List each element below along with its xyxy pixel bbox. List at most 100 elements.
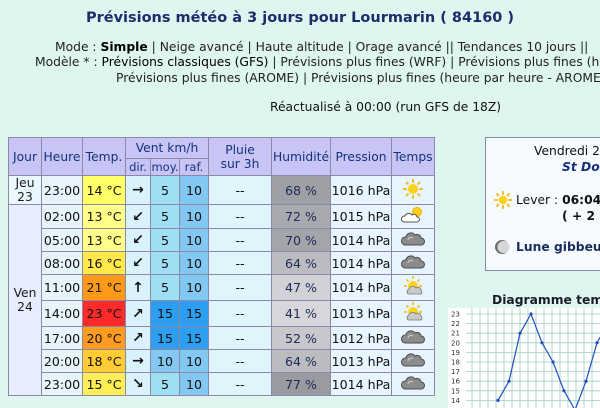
pressure-cell: 1014 hPa	[330, 372, 392, 396]
header-heure: Heure	[41, 137, 83, 176]
weather-icon	[391, 372, 435, 396]
temp-cell: 15 °C	[82, 372, 126, 396]
moon-icon	[494, 239, 510, 258]
header-pluie: Pluie sur 3h	[208, 137, 272, 176]
rain-cell: --	[208, 349, 272, 373]
table-row: 23:00 15 °C ↘ 5 10 -- 77 % 1014 hPa	[9, 372, 435, 396]
temp-cell: 16 °C	[82, 251, 126, 275]
table-row: 11:00 21 °C ↑ 5 10 -- 47 % 1014 hPa	[9, 274, 435, 301]
wind-gust-cell: 10	[179, 274, 209, 301]
sunrise-time: 06:04	[562, 193, 600, 207]
mode-orage-link[interactable]: Orage avancé	[355, 40, 442, 54]
mode-tendances-link[interactable]: Tendances 10 jours	[457, 40, 577, 54]
hour-cell: 11:00	[41, 274, 83, 301]
wind-gust-cell: 10	[179, 349, 209, 373]
header-pression: Pression	[330, 137, 392, 176]
mode-neige-link[interactable]: Neige avancé	[159, 40, 244, 54]
weather-icon	[391, 228, 435, 252]
sunrise-row: Lever : 06:04	[516, 193, 600, 207]
wind-avg-cell: 5	[150, 228, 180, 252]
page-title: Prévisions météo à 3 jours pour Lourmari…	[85, 10, 515, 26]
hour-cell: 23:00	[41, 175, 83, 205]
humidity-cell: 70 %	[271, 228, 331, 252]
humidity-cell: 47 %	[271, 274, 331, 301]
wind-direction-icon: ↙	[125, 251, 151, 275]
refresh-status: Réactualisé à 00:00 (run GFS de 18Z)	[270, 100, 502, 114]
modele-gfs-link[interactable]: Prévisions classiques (GFS)	[101, 55, 269, 69]
rain-cell: --	[208, 326, 272, 350]
sun-panel-saint: St Do	[562, 160, 600, 174]
table-row: 20:00 18 °C → 10 10 -- 64 % 1013 hPa	[9, 349, 435, 373]
wind-gust-cell: 15	[179, 300, 209, 327]
header-humidite: Humidité	[271, 137, 331, 176]
wind-direction-icon: ↘	[125, 372, 151, 396]
wind-direction-icon: →	[125, 349, 151, 373]
temp-cell: 20 °C	[82, 326, 126, 350]
humidity-cell: 77 %	[271, 372, 331, 396]
mode-simple-link[interactable]: Simple	[100, 40, 148, 54]
sun-panel-date: Vendredi 24	[534, 144, 600, 158]
weather-icon	[391, 175, 435, 205]
header-temp: Temp.	[82, 137, 126, 176]
temperature-point	[496, 398, 500, 402]
modele-arome-link[interactable]: Prévisions plus fines (AROME)	[116, 71, 300, 85]
wind-avg-cell: 5	[150, 372, 180, 396]
mode-nav: Mode : Simple | Neige avancé | Haute alt…	[55, 40, 589, 54]
pressure-cell: 1014 hPa	[330, 274, 392, 301]
diagram-y-tick: 15	[451, 387, 460, 395]
rain-cell: --	[208, 251, 272, 275]
wind-avg-cell: 10	[150, 349, 180, 373]
modele-arome-hourly-link[interactable]: Prévisions plus fines (heure par heure -…	[311, 71, 600, 85]
sun-panel: Vendredi 24 St Do Lever : 06:04 ( + 2 Lu…	[485, 137, 600, 271]
temperature-point	[529, 312, 533, 316]
pressure-cell: 1016 hPa	[330, 175, 392, 205]
diagram-y-tick: 20	[451, 339, 460, 347]
temperature-point	[507, 379, 511, 383]
wind-direction-icon: ↑	[125, 274, 151, 301]
modele-wrf-link[interactable]: Prévisions plus fines (WRF)	[280, 55, 447, 69]
wind-direction-icon: →	[125, 175, 151, 205]
temp-cell: 14 °C	[82, 175, 126, 205]
weather-icon	[391, 251, 435, 275]
wind-gust-cell: 10	[179, 251, 209, 275]
modele-nav-2: Prévisions plus fines (AROME) | Prévisio…	[116, 71, 600, 85]
wind-direction-icon: ↙	[125, 228, 151, 252]
table-row: Ven 24 02:00 13 °C ↙ 5 10 -- 72 % 1015 hPa	[8, 204, 435, 396]
temperature-point	[540, 341, 544, 345]
humidity-cell: 68 %	[271, 175, 331, 205]
header-dir: dir.	[125, 158, 151, 176]
weather-icon	[391, 274, 435, 301]
header-temps: Temps	[391, 137, 435, 176]
rain-cell: --	[208, 372, 272, 396]
diagram-y-tick: 23	[451, 311, 460, 319]
wind-avg-cell: 5	[150, 251, 180, 275]
wind-direction-icon: ↗	[125, 300, 151, 327]
humidity-cell: 72 %	[271, 204, 331, 229]
rain-cell: --	[208, 204, 272, 229]
temp-cell: 13 °C	[82, 204, 126, 229]
mode-altitude-link[interactable]: Haute altitude	[255, 40, 344, 54]
modele-label: Modèle * :	[35, 55, 102, 69]
sun-delta: ( + 2	[562, 209, 596, 223]
modele-nav: Modèle * : Prévisions classiques (GFS) |…	[35, 55, 600, 69]
temp-cell: 23 °C	[82, 300, 126, 327]
wind-avg-cell: 15	[150, 326, 180, 350]
humidity-cell: 52 %	[271, 326, 331, 350]
modele-wrf-hourly-link[interactable]: Prévisions plus fines (heure	[458, 55, 600, 69]
wind-avg-cell: 5	[150, 204, 180, 229]
wind-gust-cell: 10	[179, 372, 209, 396]
humidity-cell: 64 %	[271, 349, 331, 373]
diagram-y-tick: 19	[451, 349, 460, 357]
humidity-cell: 41 %	[271, 300, 331, 327]
wind-avg-cell: 5	[150, 175, 180, 205]
pressure-cell: 1015 hPa	[330, 204, 392, 229]
temperature-point	[518, 331, 522, 335]
humidity-cell: 64 %	[271, 251, 331, 275]
pressure-cell: 1013 hPa	[330, 349, 392, 373]
diagram-y-tick: 17	[451, 368, 460, 376]
header-jour: Jour	[8, 137, 42, 176]
day-cell: Jeu 23	[8, 175, 42, 205]
diagram-y-tick: 14	[451, 397, 460, 405]
diagram-y-tick: 16	[451, 378, 460, 386]
